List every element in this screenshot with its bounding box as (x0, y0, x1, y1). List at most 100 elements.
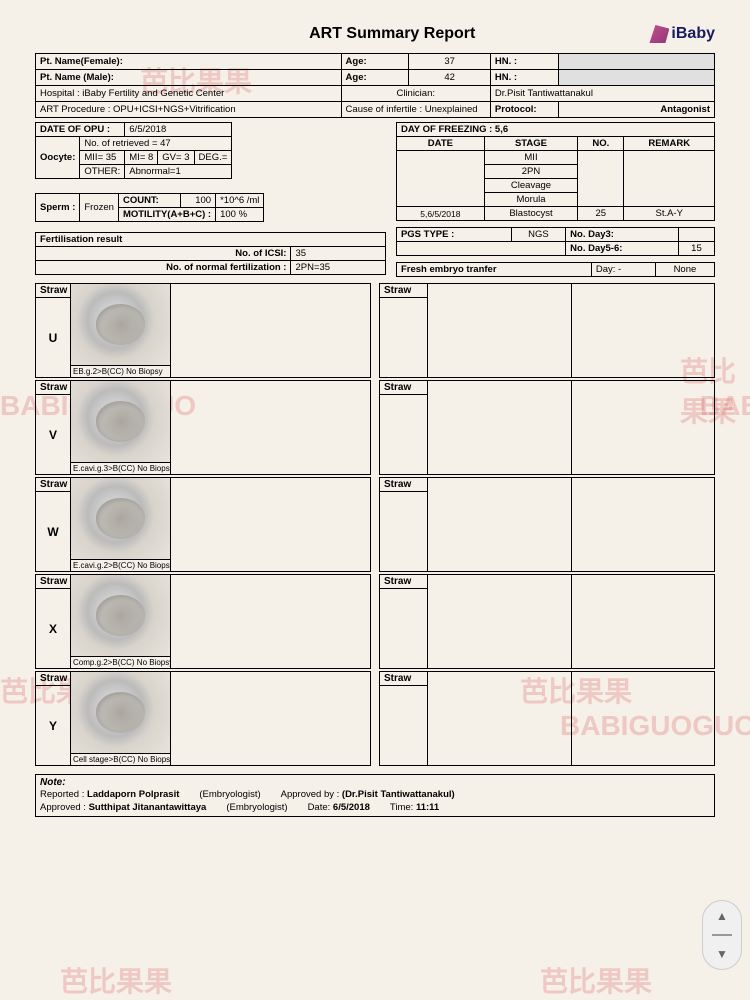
straw-row-empty: Straw (379, 380, 715, 475)
scroll-up-icon[interactable]: ▲ (716, 909, 728, 923)
straw-empty-cell (171, 672, 370, 765)
col-date: DATE (396, 137, 484, 151)
day3-label: No. Day3: (566, 228, 679, 242)
embryo-image-cell: E.cavi.g.3>B(CC) No Biopsy (71, 381, 171, 474)
fert-table: Fertilisation result No. of ICSI: 35 No.… (35, 232, 386, 275)
embryo-image-icon (71, 478, 170, 559)
straw-row: StrawWE.cavi.g.2>B(CC) No Biopsy (35, 477, 371, 572)
straw-letter-empty (380, 395, 427, 474)
approvedby-label: Approved by : (281, 789, 340, 800)
embryo-image-cell: Comp.g.2>B(CC) No Biopsy (71, 575, 171, 668)
opu-table: DATE OF OPU : 6/5/2018 Oocyte: No. of re… (35, 122, 232, 179)
male-hn (558, 70, 714, 86)
count-unit: *10^6 /ml (216, 194, 264, 208)
straw-left-cell: Straw (380, 478, 428, 571)
sperm-type: Frozen (80, 194, 119, 222)
embryo-caption: E.cavi.g.2>B(CC) No Biopsy (71, 559, 170, 571)
straw-letter: X (36, 589, 70, 668)
straw-row-empty: Straw (379, 477, 715, 572)
straw-right-column: Straw Straw Straw Straw Straw (379, 283, 715, 768)
report-header: ART Summary Report iBaby (35, 25, 715, 43)
opu-date-value: 6/5/2018 (125, 123, 232, 137)
straw-left-cell: Straw (380, 381, 428, 474)
logo-text: iBaby (671, 25, 715, 43)
col-no: NO. (578, 137, 624, 151)
normal-value: 2PN=35 (291, 261, 385, 275)
embryo-caption: E.cavi.g.3>B(CC) No Biopsy (71, 462, 170, 474)
straw-empty-cell (171, 575, 370, 668)
note-label: Note: (40, 777, 710, 788)
straw-letter-empty (380, 686, 427, 765)
scroll-widget[interactable]: ▲ ▼ (702, 900, 742, 970)
reported-name: Laddaporn Polprasit (87, 789, 179, 800)
count-value: 100 (181, 194, 216, 208)
embryo-caption: Cell stage>B(CC) No Biopsy (71, 753, 170, 765)
straw-left-cell: StrawX (36, 575, 71, 668)
straw-label: Straw (380, 575, 427, 589)
pgs-type-label: PGS TYPE : (396, 228, 511, 242)
straw-letter: V (36, 395, 70, 474)
approved-role: (Embryologist) (226, 802, 287, 813)
straw-label: Straw (380, 284, 427, 298)
approvedby-value: (Dr.Pisit Tantiwattanakul) (342, 789, 455, 800)
mi: MI= 8 (125, 151, 158, 165)
straw-label: Straw (36, 381, 70, 395)
stage-morula: Morula (484, 193, 577, 207)
day56-label: No. Day5-6: (566, 242, 679, 256)
normal-label: No. of normal fertilization : (36, 261, 291, 275)
straw-label: Straw (36, 575, 70, 589)
motility-label: MOTILITY(A+B+C) : (118, 208, 215, 222)
clinician-value: Dr.Pisit Tantiwattanakul (490, 86, 714, 102)
footer-date: 6/5/2018 (333, 802, 370, 813)
straw-letter: W (36, 492, 70, 571)
freezing-table: DAY OF FREEZING : 5,6 DATE STAGE NO. REM… (396, 122, 715, 221)
straw-letter: Y (36, 686, 70, 765)
straw-row: StrawVE.cavi.g.3>B(CC) No Biopsy (35, 380, 371, 475)
stage-blastocyst: Blastocyst (484, 207, 577, 221)
straw-label: Straw (36, 672, 70, 686)
scroll-handle-icon[interactable] (712, 934, 732, 936)
footer-time-label: Time: (390, 802, 413, 813)
male-name-label: Pt. Name (Male): (36, 70, 342, 86)
other-label: OTHER: (80, 165, 125, 179)
straw-row-empty: Straw (379, 283, 715, 378)
procedure: ART Procedure : OPU+ICSI+NGS+Vitrificati… (36, 102, 342, 118)
pgs-type-value: NGS (511, 228, 565, 242)
straw-empty-cell (428, 284, 572, 377)
straw-row-empty: Straw (379, 574, 715, 669)
straw-left-cell: Straw (380, 672, 428, 765)
straw-empty-cell (572, 284, 715, 377)
logo-swoosh-icon (649, 25, 669, 43)
ibaby-logo: iBaby (649, 25, 715, 43)
straw-label: Straw (380, 672, 427, 686)
straw-label: Straw (380, 381, 427, 395)
embryo-image-icon (71, 284, 170, 365)
embryo-image-icon (71, 381, 170, 462)
straw-left-cell: StrawW (36, 478, 71, 571)
approved-label: Approved : (40, 802, 86, 813)
straw-letter: U (36, 298, 70, 377)
watermark: 芭比果果 (60, 960, 172, 1000)
fert-header: Fertilisation result (36, 233, 386, 247)
transfer-label: Fresh embryo tranfer (396, 263, 591, 277)
approved-name: Sutthipat Jitanantawittaya (89, 802, 207, 813)
straw-empty-cell (171, 381, 370, 474)
straw-empty-cell (572, 672, 715, 765)
protocol-value: Antagonist (558, 102, 714, 118)
embryo-image-icon (71, 672, 170, 753)
opu-date-label: DATE OF OPU : (36, 123, 125, 137)
embryo-caption: Comp.g.2>B(CC) No Biopsy (71, 656, 170, 668)
female-name-label: Pt. Name(Female): (36, 54, 342, 70)
straw-left-cell: StrawY (36, 672, 71, 765)
freezing-header: DAY OF FREEZING : 5,6 (396, 123, 714, 137)
age-label-2: Age: (341, 70, 409, 86)
gv: GV= 3 (158, 151, 194, 165)
scroll-down-icon[interactable]: ▼ (716, 947, 728, 961)
straw-left-cell: StrawV (36, 381, 71, 474)
straw-row-empty: Straw (379, 671, 715, 766)
protocol-label: Protocol: (490, 102, 558, 118)
straw-row: StrawXComp.g.2>B(CC) No Biopsy (35, 574, 371, 669)
sperm-table: Sperm : Frozen COUNT: 100 *10^6 /ml MOTI… (35, 193, 264, 222)
hospital: Hospital : iBaby Fertility and Genetic C… (36, 86, 342, 102)
straw-letter-empty (380, 589, 427, 668)
